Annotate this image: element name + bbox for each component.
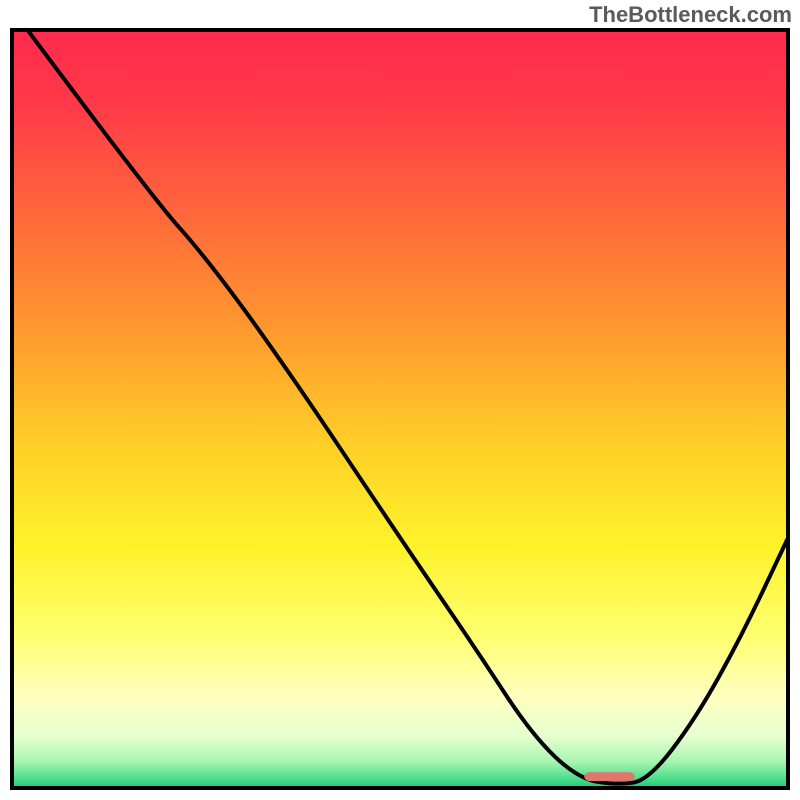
- bottleneck-chart: [0, 0, 800, 800]
- gradient-background: [12, 30, 788, 788]
- watermark-text: TheBottleneck.com: [589, 2, 792, 28]
- chart-container: TheBottleneck.com: [0, 0, 800, 800]
- optimal-marker: [584, 772, 634, 781]
